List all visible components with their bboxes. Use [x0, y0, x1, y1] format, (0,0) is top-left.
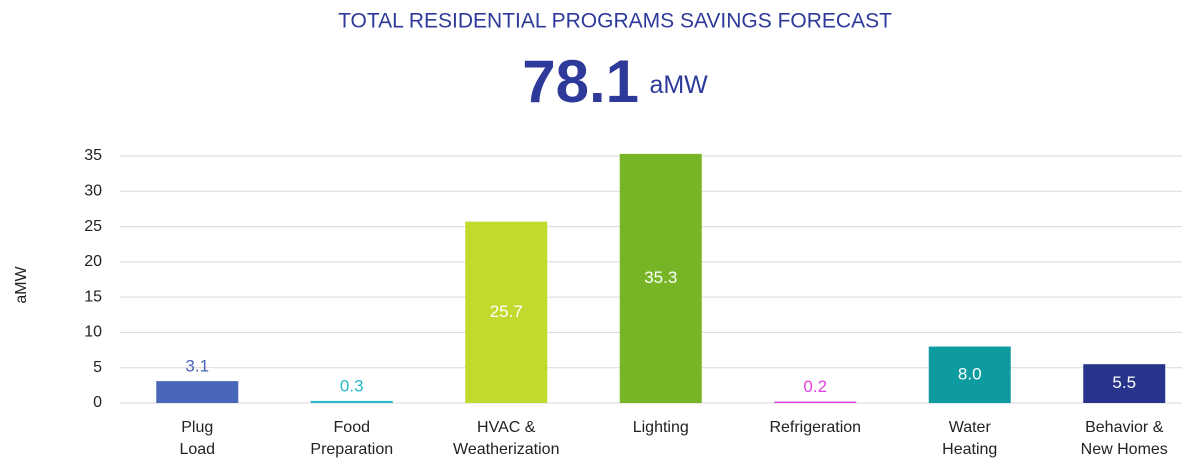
y-tick-label: 10 [84, 324, 102, 341]
x-tick-label: HVAC & Weatherization [453, 419, 559, 458]
value-label: 25.7 [490, 302, 523, 321]
chart-title: TOTAL RESIDENTIAL PROGRAMS SAVINGS FOREC… [338, 10, 892, 33]
value-label: 3.1 [185, 357, 209, 376]
bar [619, 153, 702, 403]
bar [465, 221, 548, 403]
value-label: 0.3 [340, 376, 364, 395]
x-tick-label: Water Heating [942, 419, 997, 458]
y-tick-label: 25 [84, 218, 102, 235]
bar [774, 401, 857, 403]
value-label: 8.0 [958, 364, 982, 383]
bar [1083, 364, 1166, 403]
x-tick-label: Food Preparation [310, 419, 393, 458]
total-value: 78.1 [522, 48, 639, 115]
y-tick-label: 30 [84, 183, 102, 200]
value-label: 35.3 [644, 268, 677, 287]
y-tick-label: 20 [84, 253, 102, 270]
bar [928, 346, 1011, 403]
y-tick-label: 0 [93, 394, 102, 411]
y-tick-label: 5 [93, 359, 102, 376]
y-tick-label: 15 [84, 288, 102, 305]
headline: 78.1 aMW [522, 48, 708, 115]
y-axis-label: aMW [13, 265, 30, 303]
x-tick-label: Refrigeration [769, 419, 861, 436]
value-label: 0.2 [803, 377, 827, 396]
total-unit: aMW [649, 71, 708, 99]
bar [156, 381, 239, 403]
x-tick-label: Lighting [633, 419, 689, 436]
value-label: 5.5 [1112, 373, 1136, 392]
x-tick-label: Behavior & New Homes [1081, 419, 1168, 458]
bar [310, 400, 393, 403]
x-tick-label: Plug Load [179, 419, 215, 458]
y-tick-label: 35 [84, 147, 102, 164]
